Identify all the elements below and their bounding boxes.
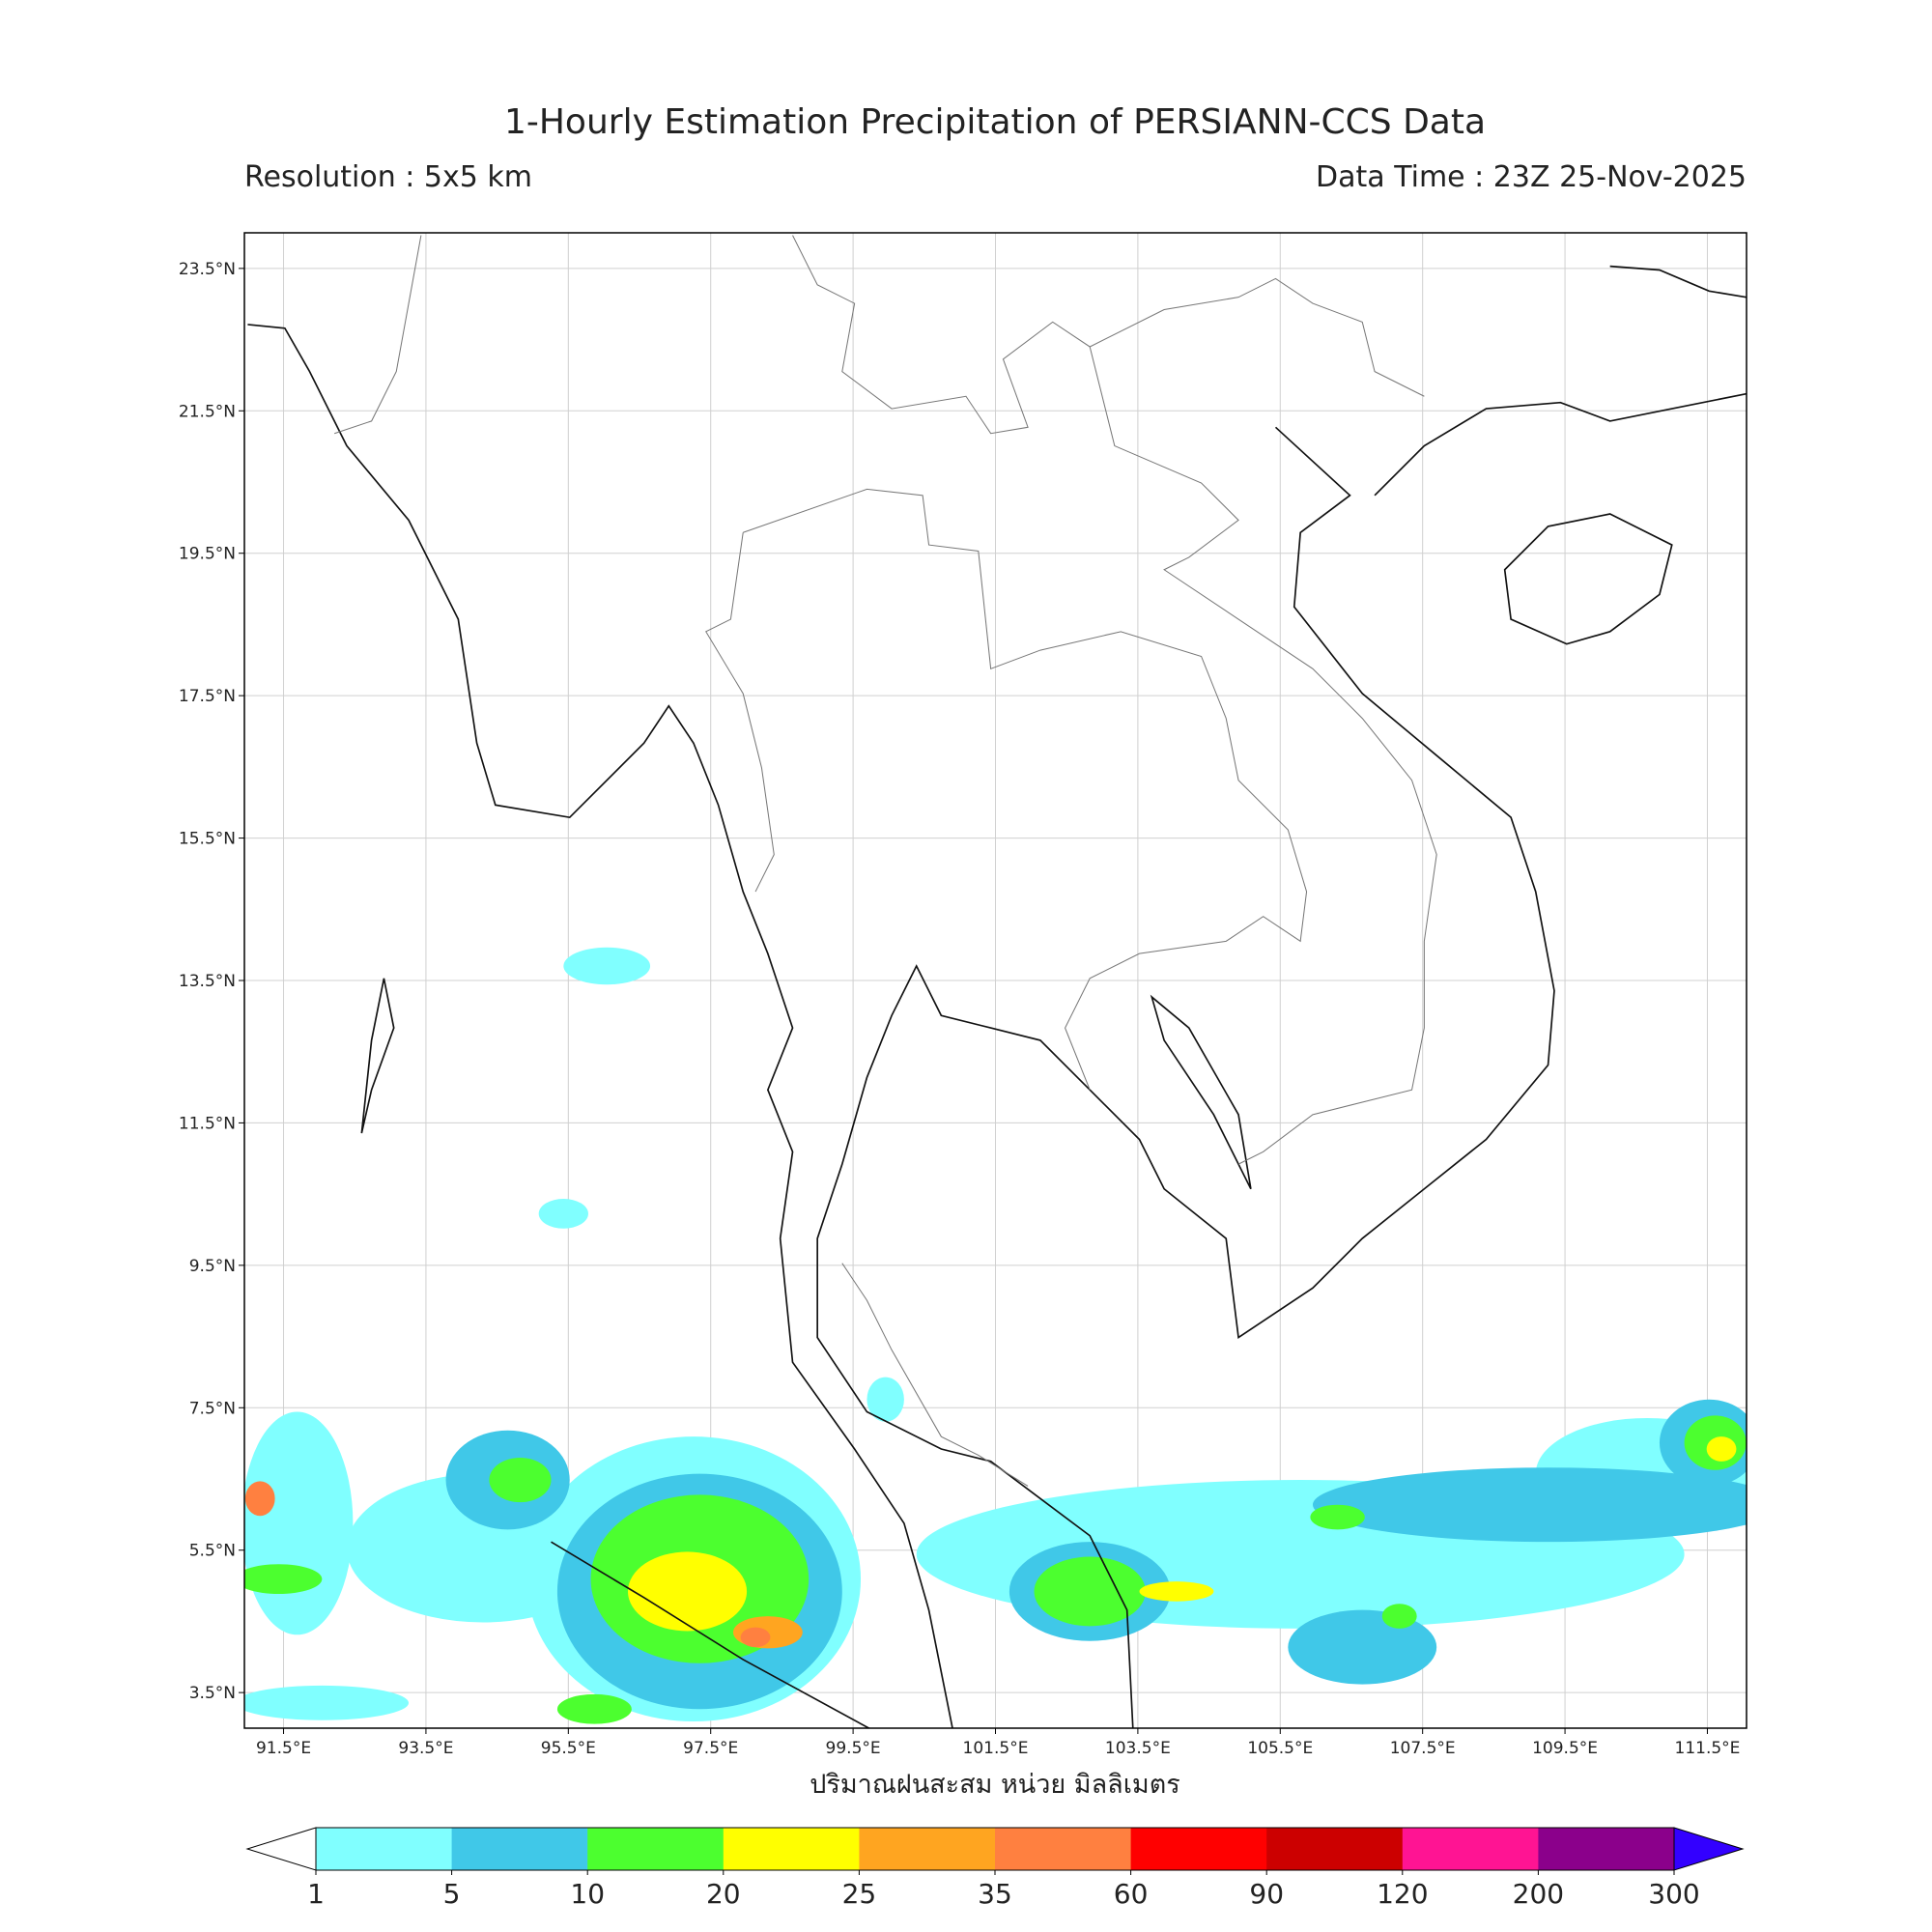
- colorbar-cell: [1402, 1828, 1539, 1870]
- y-tick-label: 5.5°N: [189, 1542, 236, 1561]
- map-layer: [244, 235, 1747, 1728]
- data-time: Data Time : 23Z 25-Nov-2025: [1316, 160, 1747, 194]
- colorbar-label: 90: [1249, 1878, 1284, 1910]
- x-tick-label: 101.5°E: [963, 1739, 1029, 1758]
- colorbar-cell: [587, 1828, 724, 1870]
- rain-field: [244, 947, 1747, 1724]
- colorbar-label: 60: [1114, 1878, 1149, 1910]
- y-tick-label: 23.5°N: [179, 260, 236, 279]
- x-tick-label: 93.5°E: [398, 1739, 453, 1758]
- colorbar-cell: [1538, 1828, 1675, 1870]
- y-tick-label: 11.5°N: [179, 1114, 236, 1133]
- x-tick-label: 91.5°E: [256, 1739, 311, 1758]
- colorbar-over: [1673, 1827, 1745, 1871]
- x-tick-label: 99.5°E: [826, 1739, 881, 1758]
- title: 1-Hourly Estimation Precipitation of PER…: [504, 102, 1486, 142]
- coastlines: [247, 265, 1747, 1728]
- x-tick-label: 103.5°E: [1105, 1739, 1171, 1758]
- colorbar-cell: [1130, 1828, 1267, 1870]
- y-tick-label: 3.5°N: [189, 1684, 236, 1703]
- colorbar: 1 5 10 20 25 35 60 90 120 200 300: [245, 1827, 1745, 1910]
- colorbar-cell: [723, 1828, 860, 1870]
- colorbar-label: 10: [570, 1878, 605, 1910]
- y-tick-label: 9.5°N: [189, 1257, 236, 1276]
- x-tick-label: 109.5°E: [1532, 1739, 1598, 1758]
- y-tick-label: 7.5°N: [189, 1399, 236, 1418]
- x-tick-label: 111.5°E: [1675, 1739, 1741, 1758]
- x-tick-label: 105.5°E: [1247, 1739, 1313, 1758]
- y-tick-label: 19.5°N: [179, 545, 236, 564]
- colorbar-cell: [1266, 1828, 1404, 1870]
- x-tick-label: 95.5°E: [541, 1739, 596, 1758]
- colorbar-cell: [859, 1828, 996, 1870]
- x-tick-label: 107.5°E: [1390, 1739, 1456, 1758]
- colorbar-label: 35: [978, 1878, 1012, 1910]
- x-tick-label: 97.5°E: [683, 1739, 738, 1758]
- colorbar-label: 25: [842, 1878, 877, 1910]
- colorbar-cell: [316, 1828, 453, 1870]
- colorbar-cell: [451, 1828, 588, 1870]
- colorbar-label: 200: [1513, 1878, 1564, 1910]
- colorbar-under: [245, 1827, 317, 1871]
- resolution: Resolution : 5x5 km: [244, 160, 532, 194]
- x-label: ปริมาณฝนสะสม หน่วย มิลลิเมตร: [810, 1770, 1180, 1800]
- y-tick-label: 13.5°N: [179, 972, 236, 991]
- y-tick-label: 15.5°N: [179, 830, 236, 849]
- colorbar-label: 20: [706, 1878, 741, 1910]
- colorbar-label: 300: [1648, 1878, 1699, 1910]
- borders: [333, 235, 1437, 1487]
- y-tick-label: 17.5°N: [179, 687, 236, 706]
- colorbar-label: 5: [443, 1878, 461, 1910]
- y-tick-label: 21.5°N: [179, 402, 236, 421]
- colorbar-label: 1: [307, 1878, 325, 1910]
- colorbar-label: 120: [1377, 1878, 1428, 1910]
- colorbar-cell: [995, 1828, 1132, 1870]
